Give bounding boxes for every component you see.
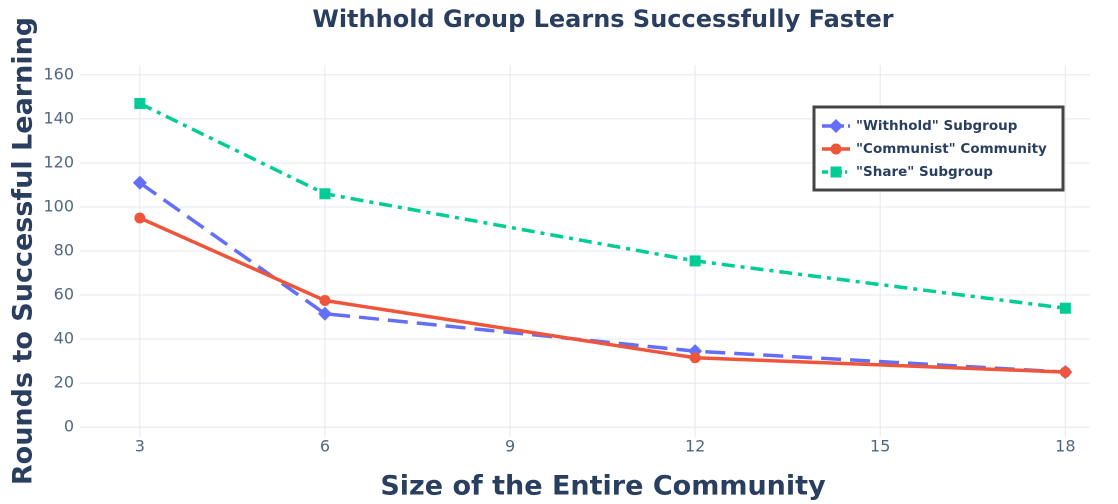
x-tick-label: 3 — [135, 437, 145, 456]
marker — [830, 166, 842, 178]
marker — [319, 295, 331, 307]
y-tick-label: 140 — [43, 108, 74, 127]
grid: 0 20 40 60 80 100 120 140 160 3 6 9 12 15 18 — [43, 64, 1090, 456]
y-tick-label: 160 — [43, 64, 74, 83]
marker — [1059, 366, 1071, 378]
y-tick-label: 40 — [54, 329, 74, 348]
y-tick-label: 120 — [43, 152, 74, 171]
marker — [134, 98, 146, 110]
y-axis-title: Rounds to Successful Learning — [8, 17, 39, 485]
legend-label: "Share" Subgroup — [856, 164, 993, 180]
y-tick-label: 0 — [64, 417, 74, 436]
series-line — [138, 181, 1066, 374]
marker — [829, 119, 843, 133]
legend: "Withhold" Subgroup "Communist" Community… — [812, 105, 1065, 192]
x-tick-label: 15 — [870, 437, 890, 456]
legend-box — [812, 105, 1065, 192]
marker — [134, 212, 146, 224]
x-tick-label: 18 — [1055, 437, 1075, 456]
legend-label: "Communist" Community — [856, 141, 1047, 157]
marker — [132, 175, 147, 190]
y-tick-label: 20 — [54, 373, 74, 392]
x-tick-label: 6 — [320, 437, 330, 456]
x-tick-label: 12 — [685, 437, 705, 456]
x-axis-title: Size of the Entire Community — [380, 471, 826, 502]
y-tick-label: 80 — [54, 241, 74, 260]
y-tick-label: 60 — [54, 285, 74, 304]
marker — [830, 143, 842, 155]
marker — [1059, 302, 1071, 314]
x-tick-label: 9 — [505, 437, 515, 456]
marker — [689, 255, 701, 267]
plot — [132, 98, 1073, 380]
marker — [317, 306, 332, 321]
chart-title: Withhold Group Learns Successfully Faste… — [312, 5, 893, 33]
legend-label: "Withhold" Subgroup — [856, 118, 1018, 134]
y-tick-label: 100 — [43, 196, 74, 215]
series-line — [139, 216, 1066, 374]
marker — [319, 188, 331, 200]
marker — [689, 352, 701, 364]
